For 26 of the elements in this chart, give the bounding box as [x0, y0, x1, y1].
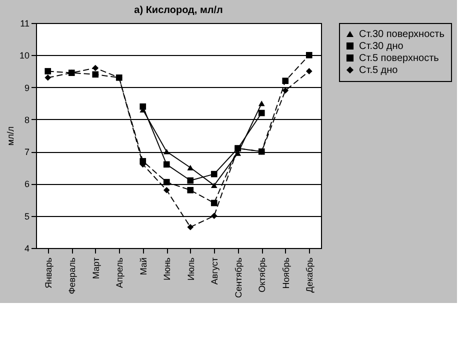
x-tick-label: Июнь [162, 257, 172, 280]
y-tick-label: 7 [24, 147, 30, 158]
legend-label: Ст.30 поверхность [359, 29, 444, 40]
y-tick-label: 8 [24, 114, 30, 125]
y-tick-label: 5 [24, 211, 30, 222]
x-tick-label: Июль [186, 257, 196, 280]
x-tick-label: Август [210, 258, 220, 285]
x-tick-label: Декабрь [304, 257, 315, 293]
y-tick-label: 9 [24, 82, 30, 93]
legend-label: Ст.5 поверхность [359, 53, 439, 64]
x-tick-label: Февраль [67, 257, 78, 294]
x-tick-label: Май [138, 258, 148, 276]
y-axis-title: мл/л [5, 126, 16, 146]
x-tick-label: Январь [43, 257, 54, 288]
chart-title: а) Кислород, мл/л [134, 5, 223, 16]
legend-label: Ст.30 дно [359, 41, 404, 52]
legend-label: Ст.5 дно [359, 65, 398, 76]
x-tick-label: Апрель [114, 257, 125, 288]
y-tick-label: 4 [24, 244, 30, 254]
x-tick-label: Сентябрь [233, 257, 244, 298]
x-tick-label: Март [90, 258, 101, 280]
y-tick-label: 6 [24, 179, 30, 190]
y-tick-label: 11 [20, 18, 30, 28]
x-tick-label: Ноябрь [280, 257, 291, 289]
x-tick-label: Октябрь [257, 257, 268, 292]
y-tick-label: 10 [19, 50, 30, 61]
